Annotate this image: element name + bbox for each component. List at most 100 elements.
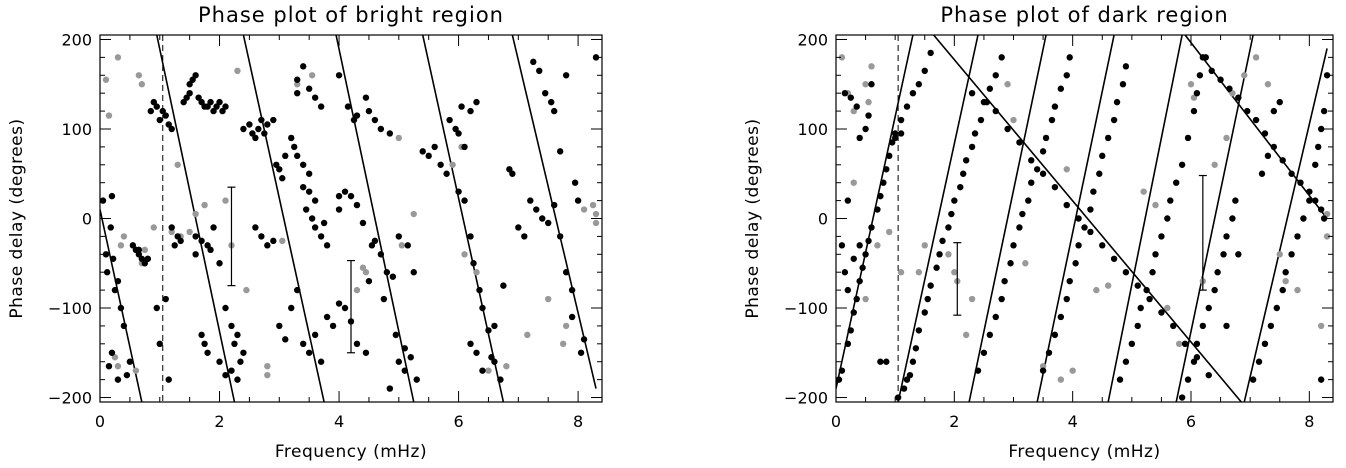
chart-panel-2: Phase plot of dark region Frequency (mHz)… <box>743 3 1334 462</box>
data-point <box>1152 251 1159 258</box>
data-point <box>1220 251 1227 258</box>
data-point-secondary <box>114 54 122 61</box>
data-point-secondary <box>1241 72 1248 79</box>
data-point <box>353 340 361 348</box>
data-point <box>371 237 379 245</box>
data-point <box>1312 197 1319 204</box>
data-point <box>897 130 905 137</box>
data-point-secondary <box>395 134 403 142</box>
data-point <box>1028 179 1035 186</box>
data-point <box>443 170 450 177</box>
data-point <box>900 385 908 392</box>
data-point <box>114 277 122 285</box>
x-tick-label: 6 <box>453 412 463 431</box>
data-point <box>365 277 373 285</box>
fit-line <box>1243 48 1328 402</box>
data-point <box>1149 269 1156 276</box>
data-point <box>192 251 199 258</box>
data-point <box>320 219 328 227</box>
data-point <box>386 385 394 392</box>
data-point <box>294 76 301 83</box>
data-point <box>1033 166 1041 173</box>
data-point <box>960 170 967 177</box>
data-point <box>1063 201 1070 209</box>
data-point <box>1258 170 1266 177</box>
data-point <box>1045 349 1053 356</box>
data-point <box>317 233 325 240</box>
data-point <box>838 367 846 374</box>
data-point-secondary <box>473 269 480 276</box>
data-point <box>1211 286 1218 294</box>
data-point-secondary <box>1010 116 1017 124</box>
data-point <box>562 269 570 276</box>
data-point <box>311 331 319 339</box>
data-point <box>865 237 872 245</box>
data-point-secondary <box>243 286 250 294</box>
data-point <box>550 201 558 209</box>
data-point <box>1016 224 1023 231</box>
data-point <box>168 224 175 231</box>
data-point <box>951 197 958 204</box>
data-point <box>915 81 923 88</box>
data-point <box>527 197 534 204</box>
data-point <box>105 362 113 370</box>
data-point-secondary <box>449 161 456 168</box>
x-tick-label: 0 <box>831 412 841 431</box>
data-point <box>1270 107 1278 115</box>
data-point <box>856 242 863 249</box>
data-point <box>317 358 325 365</box>
data-point <box>353 201 361 209</box>
data-point <box>962 157 970 164</box>
data-point <box>556 148 564 155</box>
data-point <box>868 81 875 88</box>
data-point-secondary <box>1039 362 1047 370</box>
data-point <box>311 94 319 101</box>
data-point <box>431 143 438 151</box>
data-point <box>261 130 268 137</box>
data-point-secondary <box>168 228 175 236</box>
data-point <box>1099 152 1106 160</box>
data-point <box>874 206 881 213</box>
data-point <box>264 242 271 249</box>
data-point <box>1276 98 1283 106</box>
data-point-secondary <box>962 331 970 339</box>
data-point <box>392 331 400 339</box>
data-point-secondary <box>545 295 552 303</box>
data-point <box>927 282 934 289</box>
data-point <box>216 358 223 365</box>
data-point <box>1235 251 1242 258</box>
data-point <box>380 295 388 303</box>
y-tick-label: −100 <box>48 299 92 318</box>
data-point <box>1110 255 1118 262</box>
data-point-secondary <box>308 72 316 79</box>
data-point <box>407 354 414 361</box>
fit-line <box>836 35 914 389</box>
data-point <box>1279 157 1286 164</box>
data-point <box>294 89 301 97</box>
data-point <box>921 309 928 316</box>
data-point <box>1226 85 1233 92</box>
data-point <box>470 260 477 267</box>
data-point-secondary <box>503 362 510 370</box>
data-point <box>592 54 600 61</box>
y-tick-label: 200 <box>797 30 828 49</box>
data-point <box>1306 197 1313 204</box>
data-point-secondary <box>1282 277 1289 285</box>
data-point <box>109 255 117 262</box>
data-point <box>548 98 555 106</box>
data-point <box>1063 72 1070 79</box>
data-point <box>108 349 116 356</box>
data-point <box>177 237 184 245</box>
data-point <box>1007 260 1014 267</box>
data-point-secondary <box>868 63 875 70</box>
data-point <box>198 237 205 245</box>
data-point <box>413 376 420 383</box>
data-point <box>288 304 295 312</box>
data-point <box>924 295 931 303</box>
data-point <box>1178 394 1186 401</box>
data-point-secondary <box>1264 81 1272 88</box>
data-point <box>258 116 265 124</box>
data-point-secondary <box>559 340 567 348</box>
data-point <box>299 183 307 191</box>
